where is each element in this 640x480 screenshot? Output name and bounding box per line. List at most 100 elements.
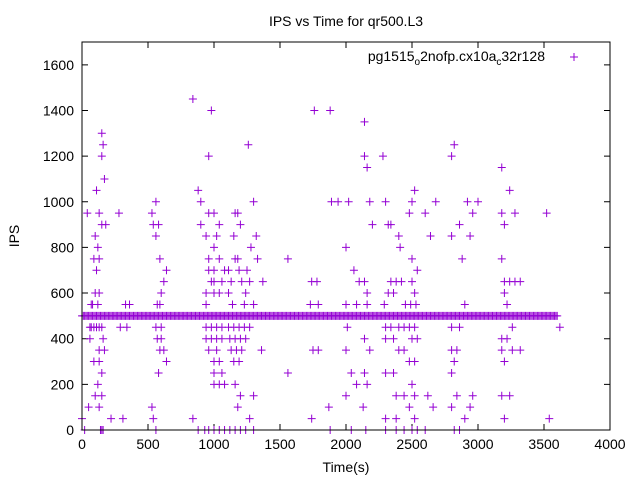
data-point [431,197,440,206]
x-tick-label: 4000 [594,436,625,452]
baseline-point [553,311,562,320]
data-point [363,380,372,389]
data-point [363,289,372,298]
data-point [359,403,368,412]
data-point [157,289,166,298]
data-point [162,357,171,366]
data-point [413,266,422,275]
legend-label-base: pg1515 [368,48,415,64]
data-point [365,346,374,355]
data-point [217,277,226,286]
data-point [196,197,205,206]
data-point [360,152,369,161]
x-tick-label: 2000 [330,436,361,452]
data-point [450,140,459,149]
data-point [212,232,221,240]
data-point [93,243,102,252]
data-point [423,391,432,400]
data-point [413,334,422,343]
data-point [408,254,416,263]
legend-marker [570,53,578,61]
data-point [204,152,213,161]
data-point [241,289,250,298]
data-point [159,346,168,355]
data-point [503,334,512,343]
data-point [381,368,390,377]
data-point [243,266,251,275]
data-point [460,414,469,423]
data-point [389,334,398,343]
data-point [224,289,233,298]
data-point [159,277,168,286]
data-point [468,209,477,218]
data-point [157,323,166,332]
data-point [149,414,158,423]
data-point [381,334,390,343]
data-point [283,254,292,263]
data-point [389,289,398,298]
data-point [342,243,350,252]
data-point [97,129,106,138]
data-point [162,266,171,275]
data-point [91,232,100,240]
data-point [235,357,244,366]
data-point [392,414,401,423]
data-point [555,323,564,332]
y-tick-label: 200 [51,376,75,392]
x-tick-label: 1500 [264,436,295,452]
data-point [314,346,323,355]
data-point [233,254,242,263]
data-point [283,368,292,377]
data-point [360,277,369,286]
data-point [212,346,221,355]
chart-title: IPS vs Time for qr500.L3 [269,13,423,29]
data-point [394,232,403,240]
data-point [400,391,409,400]
y-tick-label: 0 [66,422,74,438]
data-point [363,300,372,309]
data-point [95,289,104,298]
y-tick-label: 1200 [43,148,74,164]
data-point [83,209,92,218]
x-tick-label: 3000 [462,436,493,452]
y-tick-label: 400 [51,331,75,347]
data-point [455,220,464,229]
data-point [508,323,517,332]
data-point [244,140,253,149]
legend-label-sub2: c [496,57,501,68]
data-point [233,403,242,412]
data-point [452,391,461,400]
data-point [99,140,108,149]
data-point [516,277,525,286]
data-point [95,254,104,263]
data-point [228,300,237,309]
legend-marker-plus [570,53,578,61]
data-point [227,277,236,286]
data-point [155,254,164,263]
data-point [396,243,405,252]
axis-ticks: 0 500 1000 1500 2000 2500 3000 3500 4000 0 200 400 6… [43,42,626,452]
data-point [405,403,414,412]
data-point [154,368,163,377]
data-point [97,220,106,229]
data-point [410,323,419,332]
data-point [202,300,211,309]
data-point [466,232,475,240]
data-point [463,197,472,206]
data-point [204,266,213,275]
data-point [410,289,419,298]
data-point [500,357,509,366]
data-point [245,323,254,332]
data-point [363,163,372,172]
legend-label-sub1: o [415,57,421,68]
data-point [365,197,374,206]
data-point [497,209,506,218]
data-point [421,209,430,218]
data-point [114,209,123,218]
data-point [378,152,387,161]
data-point [229,232,238,240]
data-point [450,357,459,366]
data-point [447,232,456,240]
x-tick-label: 500 [136,436,160,452]
